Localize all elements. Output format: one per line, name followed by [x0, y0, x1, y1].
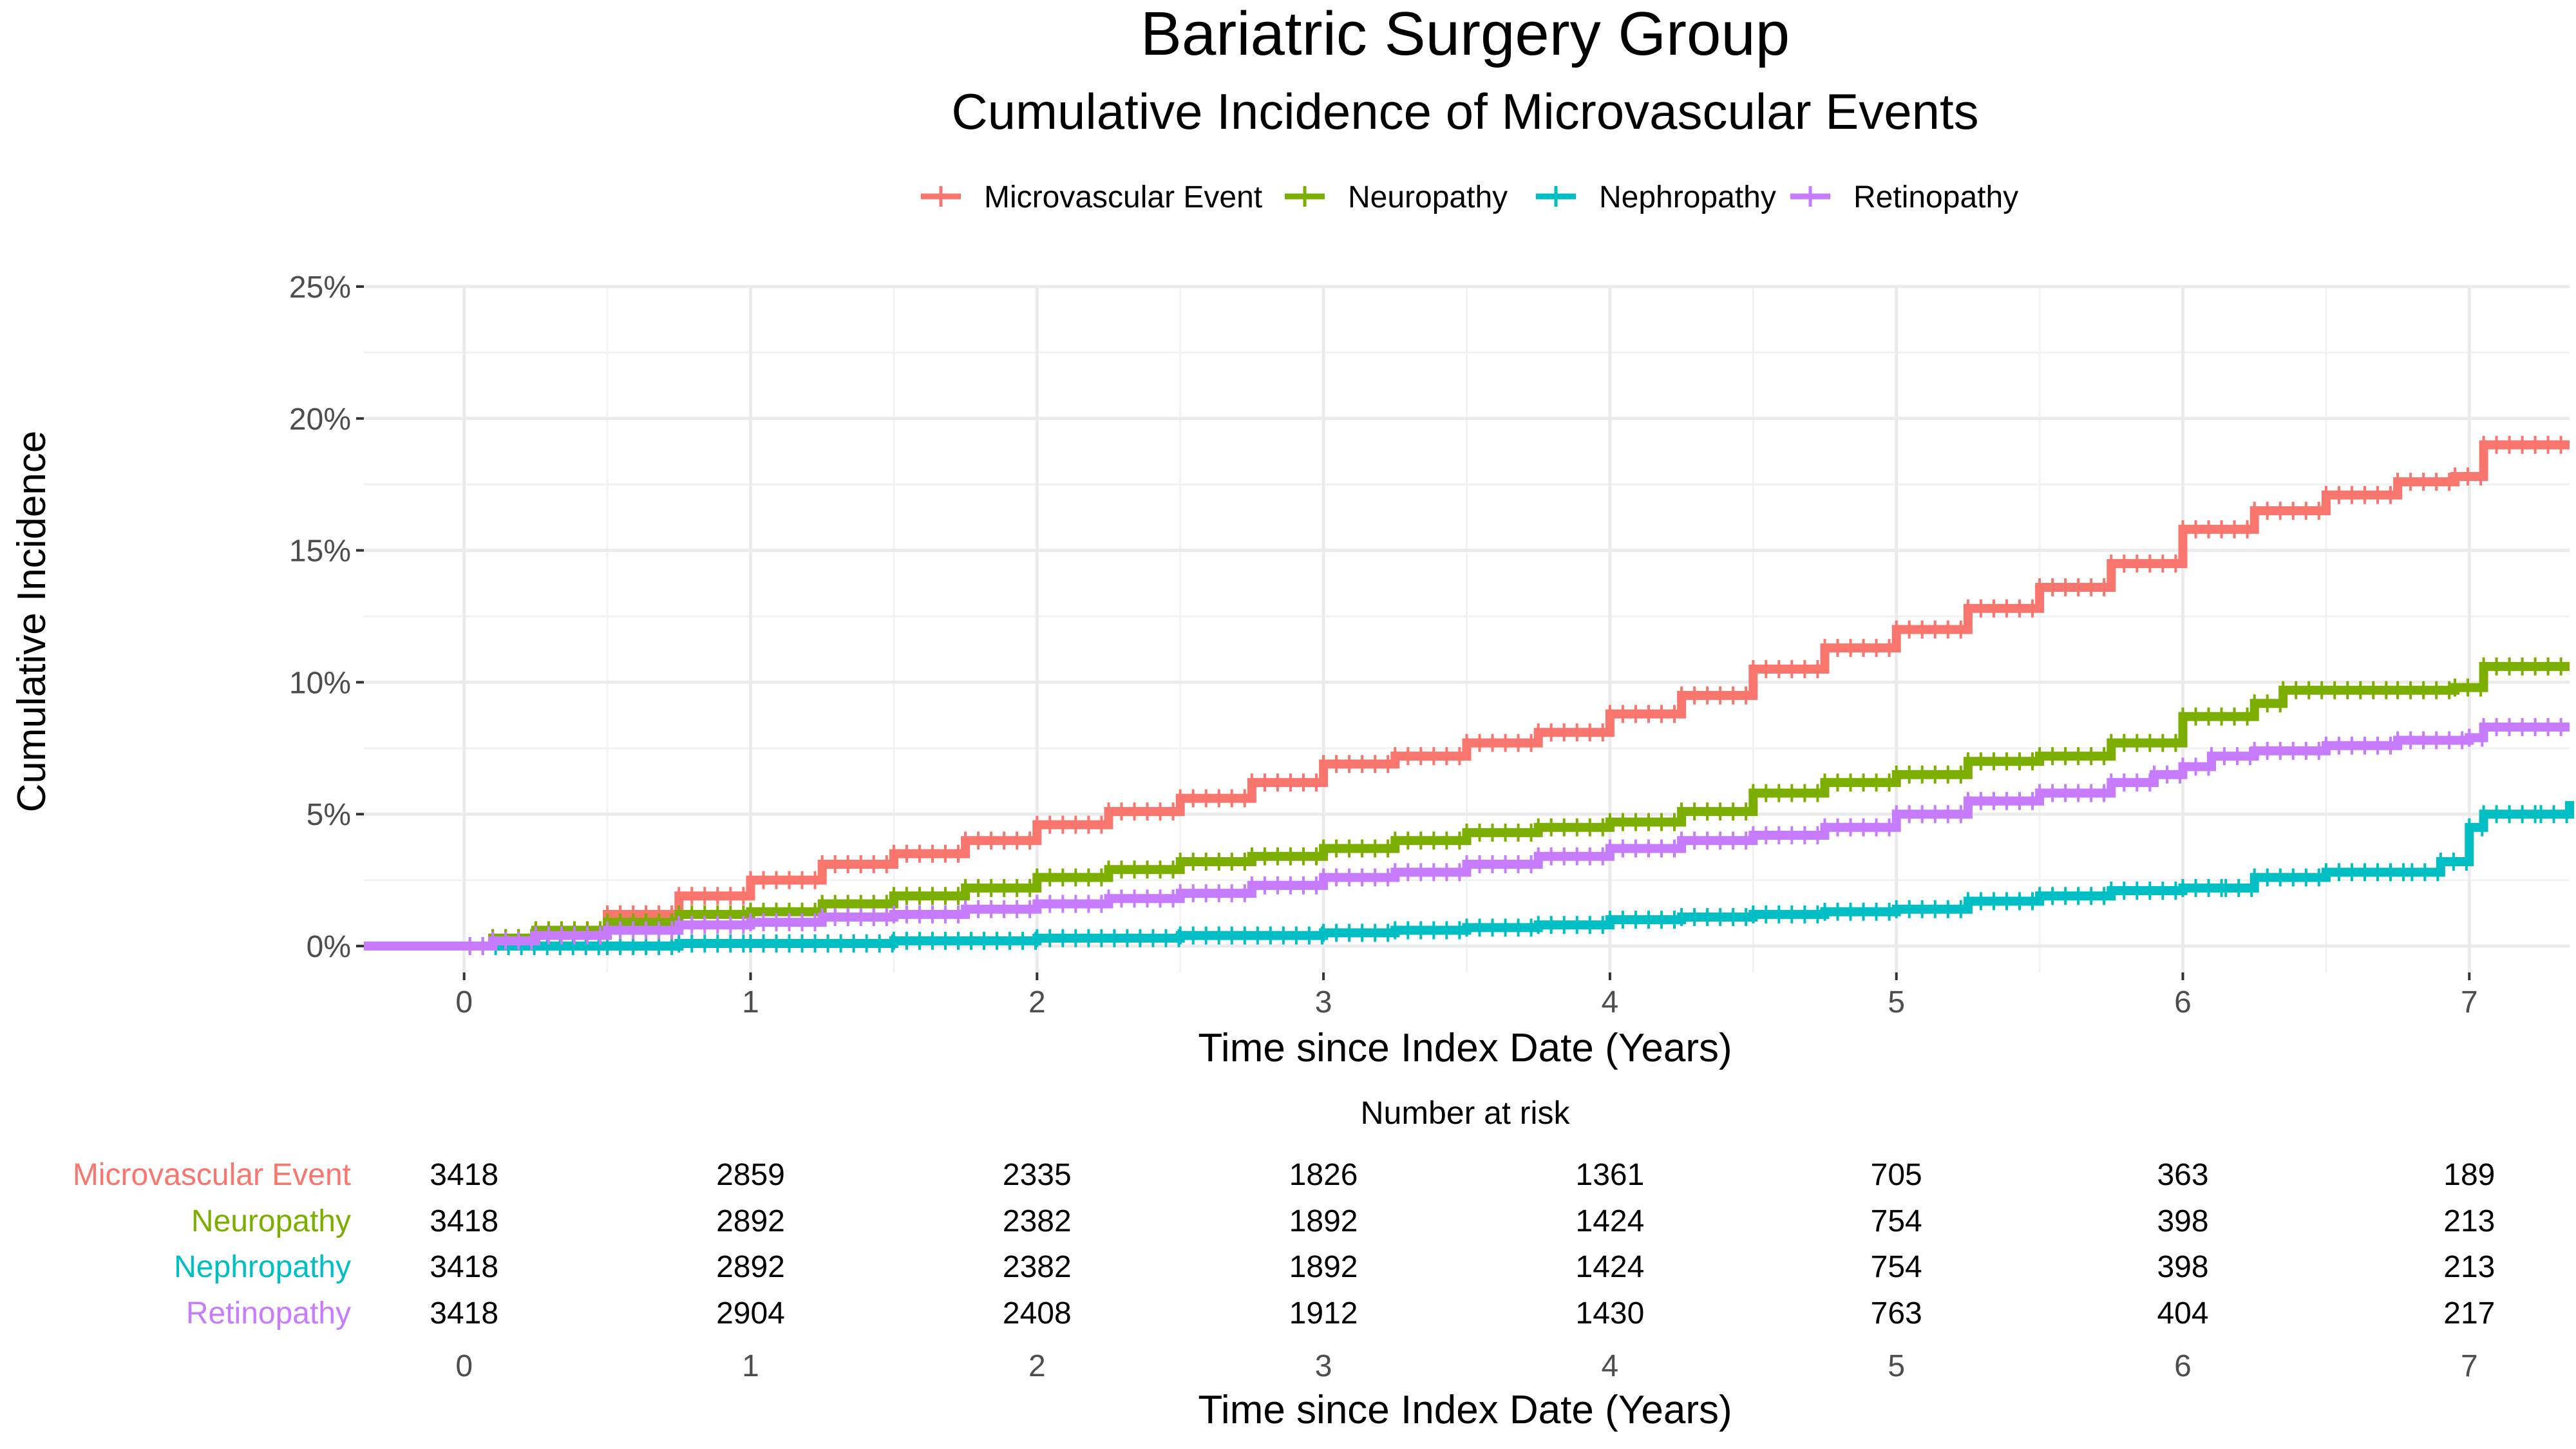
y-tick-label: 15% [289, 535, 351, 569]
risk-cell: 2382 [1003, 1204, 1072, 1238]
risk-table-x-axis: 0 1 2 3 4 5 6 7 [455, 1349, 2477, 1383]
y-axis-label: Cumulative Incidence [10, 431, 54, 813]
risk-cell: 2859 [716, 1158, 785, 1192]
risk-cell: 1361 [1576, 1158, 1645, 1192]
y-tick-label: 10% [289, 666, 351, 700]
risk-row-label: Retinopathy [186, 1296, 351, 1331]
chart-subtitle: Cumulative Incidence of Microvascular Ev… [951, 83, 1978, 140]
x-tick-label: 3 [1315, 985, 1332, 1019]
y-tick-label: 25% [289, 270, 351, 305]
risk-x-tick-label: 0 [455, 1349, 473, 1383]
legend-item-neuropathy: Neuropathy [1285, 180, 1508, 214]
risk-row-label: Nephropathy [174, 1250, 351, 1284]
risk-cell: 398 [2157, 1250, 2208, 1284]
risk-x-tick-label: 3 [1315, 1349, 1332, 1383]
chart-title: Bariatric Surgery Group [1141, 0, 1790, 68]
risk-cell: 213 [2443, 1204, 2495, 1238]
series-lines [364, 435, 2574, 956]
legend-item-retinopathy: Retinopathy [1790, 180, 2018, 214]
risk-row-label: Microvascular Event [73, 1158, 351, 1192]
risk-cell: 2408 [1003, 1296, 1072, 1331]
risk-x-tick-label: 7 [2461, 1349, 2478, 1383]
grid [364, 285, 2570, 972]
legend-label: Neuropathy [1348, 180, 1508, 214]
risk-cell: 754 [1871, 1250, 1922, 1284]
legend-label: Retinopathy [1853, 180, 2018, 214]
risk-cell: 2335 [1003, 1158, 1072, 1192]
risk-cell: 754 [1871, 1204, 1922, 1238]
risk-x-tick-label: 1 [742, 1349, 759, 1383]
y-axis: 0% 5% 10% 15% 20% 25% [289, 270, 364, 964]
legend: Microvascular Event Neuropathy Nephropathy… [921, 180, 2018, 214]
risk-row-microvascular-event: Microvascular Event 3418 2859 2335 1826 1361 7… [73, 1158, 2496, 1192]
risk-row-label: Neuropathy [191, 1204, 351, 1238]
risk-cell: 3418 [430, 1158, 498, 1192]
risk-table-x-axis-label: Time since Index Date (Years) [1198, 1388, 1732, 1432]
legend-label: Nephropathy [1599, 180, 1776, 214]
risk-x-tick-label: 6 [2174, 1349, 2192, 1383]
risk-x-tick-label: 2 [1028, 1349, 1046, 1383]
risk-cell: 404 [2157, 1296, 2208, 1331]
risk-cell: 398 [2157, 1204, 2208, 1238]
x-tick-label: 1 [742, 985, 759, 1019]
risk-cell: 1892 [1289, 1204, 1358, 1238]
legend-item-nephropathy: Nephropathy [1536, 180, 1776, 214]
risk-cell: 3418 [430, 1204, 498, 1238]
risk-x-tick-label: 5 [1888, 1349, 1905, 1383]
risk-cell: 1430 [1576, 1296, 1645, 1331]
risk-cell: 705 [1871, 1158, 1922, 1192]
risk-cell: 189 [2443, 1158, 2495, 1192]
risk-cell: 1912 [1289, 1296, 1358, 1331]
x-axis-label: Time since Index Date (Years) [1198, 1026, 1732, 1070]
x-axis: 0 1 2 3 4 5 6 7 [455, 972, 2478, 1019]
risk-row-nephropathy: Nephropathy 3418 2892 2382 1892 1424 754 398 213 [174, 1250, 2495, 1284]
legend-label: Microvascular Event [984, 180, 1262, 214]
risk-cell: 2892 [716, 1250, 785, 1284]
x-tick-label: 4 [1602, 985, 1619, 1019]
y-tick-label: 0% [307, 930, 351, 964]
risk-cell: 1892 [1289, 1250, 1358, 1284]
risk-cell: 1424 [1576, 1204, 1645, 1238]
x-tick-label: 6 [2174, 985, 2192, 1019]
risk-table-title: Number at risk [1360, 1095, 1570, 1131]
series-retinopathy [364, 718, 2570, 956]
risk-cell: 217 [2443, 1296, 2495, 1331]
x-tick-label: 0 [455, 985, 473, 1019]
risk-cell: 763 [1871, 1296, 1922, 1331]
risk-row-retinopathy: Retinopathy 3418 2904 2408 1912 1430 763 404 217 [186, 1296, 2496, 1331]
risk-cell: 2892 [716, 1204, 785, 1238]
censor-marks-retinopathy [468, 718, 2562, 956]
risk-row-neuropathy: Neuropathy 3418 2892 2382 1892 1424 754 398 213 [191, 1204, 2496, 1238]
x-tick-label: 7 [2461, 985, 2478, 1019]
risk-cell: 213 [2443, 1250, 2495, 1284]
risk-cell: 2382 [1003, 1250, 1072, 1284]
risk-cell: 3418 [430, 1250, 498, 1284]
risk-cell: 2904 [716, 1296, 785, 1331]
risk-x-tick-label: 4 [1602, 1349, 1619, 1383]
risk-cell: 1424 [1576, 1250, 1645, 1284]
x-tick-label: 5 [1888, 985, 1905, 1019]
y-tick-label: 20% [289, 402, 351, 437]
risk-cell: 363 [2157, 1158, 2208, 1192]
risk-table: Microvascular Event 3418 2859 2335 1826 1361 7… [73, 1158, 2496, 1331]
y-tick-label: 5% [307, 798, 351, 832]
risk-cell: 3418 [430, 1296, 498, 1331]
legend-item-microvascular-event: Microvascular Event [921, 180, 1262, 214]
risk-cell: 1826 [1289, 1158, 1358, 1192]
x-tick-label: 2 [1028, 985, 1046, 1019]
